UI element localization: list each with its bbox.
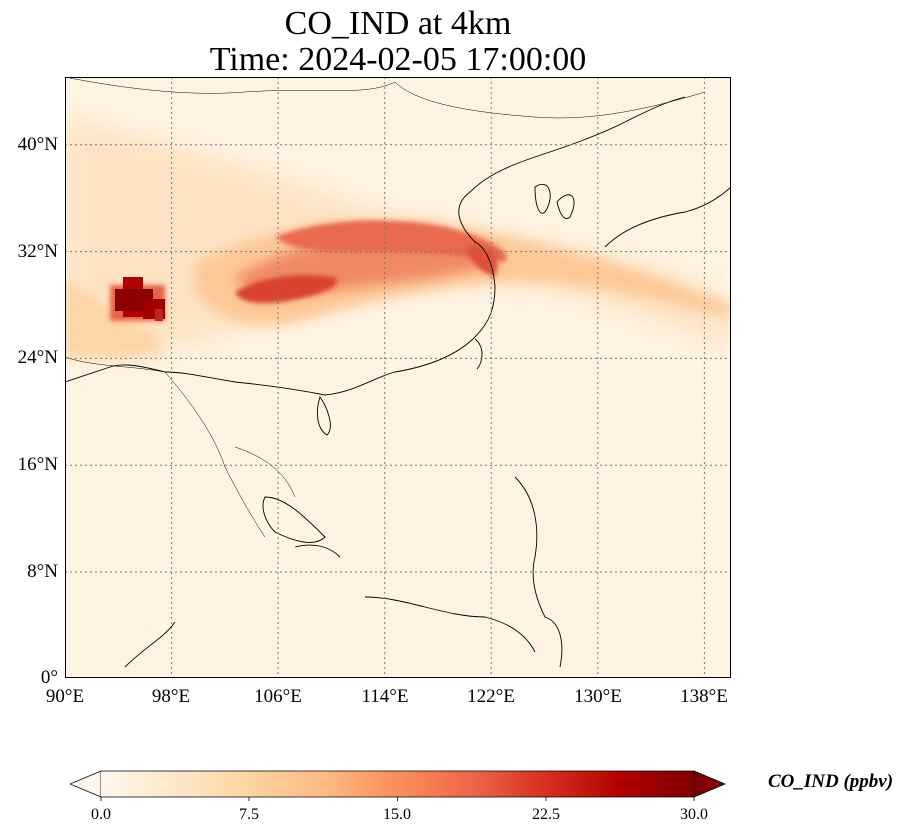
colorbar-tick-label: 0.0	[91, 806, 111, 823]
lat-tick-label: 40°N	[17, 134, 58, 155]
lon-tick-label: 130°E	[574, 686, 622, 707]
colorbar-tick-label: 30.0	[680, 806, 708, 823]
colorbar-extend-max	[693, 770, 726, 798]
colorbar	[70, 770, 726, 801]
colorbar-label: CO_IND (ppbv)	[768, 771, 894, 792]
gridlines	[65, 77, 731, 678]
concentration-field	[65, 117, 731, 358]
map-title: CO_IND at 4km	[284, 5, 512, 42]
lon-tick-label: 122°E	[467, 686, 515, 707]
lat-tick-label: 8°N	[27, 561, 58, 582]
map-border	[65, 77, 731, 678]
lon-tick-label: 90°E	[45, 686, 85, 707]
map-time-subtitle: Time: 2024-02-05 17:00:00	[209, 41, 587, 78]
lon-tick-label: 106°E	[254, 686, 302, 707]
lat-tick-label: 24°N	[17, 347, 58, 368]
coastlines	[65, 96, 731, 668]
colorbar-extend-min	[70, 770, 102, 798]
colorbar-tick-label: 22.5	[532, 806, 560, 823]
colorbar-tick-label: 15.0	[383, 806, 411, 823]
lon-tick-label: 138°E	[680, 686, 728, 707]
lon-tick-label: 114°E	[361, 686, 409, 707]
colorbar-gradient	[101, 771, 694, 797]
lat-tick-label: 32°N	[17, 241, 58, 262]
colorbar-tick-label: 7.5	[239, 806, 259, 823]
lat-tick-label: 0°	[40, 667, 58, 688]
emission-hotspot	[110, 277, 165, 321]
map-panel	[65, 77, 731, 678]
country-borders	[65, 77, 706, 538]
lat-tick-label: 16°N	[17, 454, 58, 475]
lon-tick-label: 98°E	[151, 686, 191, 707]
